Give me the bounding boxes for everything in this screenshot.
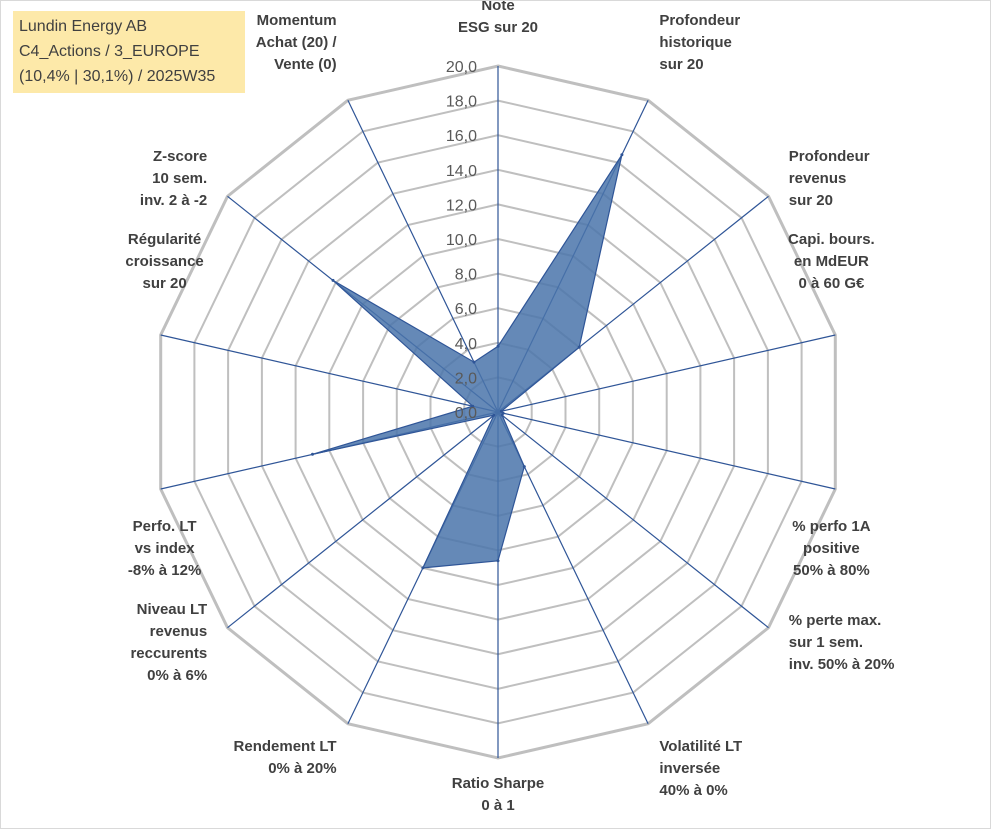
axis-label-11-line-2: sur 20 (142, 275, 186, 292)
tick-label-3: 6,0 (455, 301, 477, 318)
axis-label-6-line-1: inversée (659, 760, 720, 777)
axis-label-11-line-0: Régularité (128, 231, 201, 248)
axis-label-13: Momentum Achat (20) / Vente (0) (256, 12, 338, 73)
axis-label-4-line-2: 50% à 80% (793, 562, 870, 579)
data-point-0 (496, 344, 500, 348)
axis-label-10: Perfo. LT vs index -8% à 12% (128, 518, 201, 579)
data-point-5 (500, 413, 504, 417)
axis-label-7-line-1: 0 à 1 (481, 797, 514, 814)
tick-label-6: 12,0 (446, 197, 477, 214)
axis-label-7-line-0: Ratio Sharpe (452, 775, 545, 792)
axis-label-5-line-0: % perte max. (789, 612, 882, 629)
axis-label-6: Volatilité LT inversée 40% à 0% (659, 738, 742, 799)
axis-line-9 (227, 411, 499, 629)
data-point-7 (496, 559, 500, 563)
tick-label-4: 8,0 (455, 267, 477, 284)
period-label: (10,4% | 30,1%) / 2025W35 (19, 68, 216, 85)
axis-line-13 (347, 100, 499, 413)
tick-label-2: 4,0 (455, 336, 477, 353)
axis-label-13-line-0: Momentum (257, 12, 337, 29)
tick-label-10: 20,0 (446, 59, 477, 76)
axis-label-4-line-0: % perfo 1A (792, 518, 871, 535)
series-area-0 (312, 154, 623, 569)
axis-label-2: Profondeur revenus sur 20 (789, 148, 870, 209)
axis-label-1-line-2: sur 20 (659, 56, 703, 73)
axis-label-2-line-2: sur 20 (789, 192, 833, 209)
axis-line-4 (497, 411, 836, 490)
data-point-3 (499, 409, 503, 413)
axis-label-13-line-1: Achat (20) / (256, 34, 338, 51)
data-point-1 (620, 153, 624, 157)
category-label: C4_Actions / 3_EUROPE (19, 43, 200, 60)
data-point-2 (577, 345, 581, 349)
tick-label-0: 0,0 (455, 405, 477, 422)
tick-label-1: 2,0 (455, 370, 477, 387)
axis-label-3: Capi. bours. en MdEUR 0 à 60 G€ (788, 231, 875, 292)
axis-label-6-line-0: Volatilité LT (659, 738, 742, 755)
axis-label-9: Niveau LT revenus reccurents 0% à 6% (130, 601, 207, 684)
tick-label-5: 10,0 (446, 232, 477, 249)
axis-label-5: % perte max. sur 1 sem. inv. 50% à 20% (789, 612, 895, 673)
axis-label-12-line-2: inv. 2 à -2 (140, 192, 207, 209)
axis-label-5-line-1: sur 1 sem. (789, 634, 863, 651)
axis-label-8-line-1: 0% à 20% (268, 760, 336, 777)
data-point-11 (471, 404, 475, 408)
axis-label-9-line-2: reccurents (130, 645, 207, 662)
axis-label-8-line-0: Rendement LT (234, 738, 337, 755)
axis-label-5-line-2: inv. 50% à 20% (789, 656, 895, 673)
data-point-13 (472, 360, 476, 364)
axis-line-11 (160, 334, 499, 413)
axis-label-4-line-1: positive (803, 540, 860, 557)
axis-label-9-line-1: revenus (150, 623, 208, 640)
info-box: Lundin Energy AB C4_Actions / 3_EUROPE (… (13, 11, 245, 93)
data-point-12 (331, 278, 335, 282)
axis-line-5 (497, 411, 769, 629)
axis-label-10-line-2: -8% à 12% (128, 562, 201, 579)
axis-label-8: Rendement LT 0% à 20% (234, 738, 337, 777)
axis-label-12-line-1: 10 sem. (152, 170, 207, 187)
axis-label-9-line-3: 0% à 6% (147, 667, 207, 684)
axis-label-1: Profondeur historique sur 20 (659, 12, 740, 73)
axis-label-10-line-0: Perfo. LT (133, 518, 197, 535)
axis-label-12-line-0: Z-score (153, 148, 207, 165)
data-point-8 (421, 566, 425, 570)
axis-label-3-line-0: Capi. bours. (788, 231, 875, 248)
tick-label-8: 16,0 (446, 128, 477, 145)
tick-label-7: 14,0 (446, 163, 477, 180)
axis-label-11-line-1: croissance (125, 253, 203, 270)
axis-label-10-line-1: vs index (135, 540, 196, 557)
axis-label-3-line-2: 0 à 60 G€ (798, 275, 865, 292)
axis-label-3-line-1: en MdEUR (794, 253, 869, 270)
series-layer (311, 153, 624, 570)
axis-label-9-line-0: Niveau LT (137, 601, 208, 618)
data-point-6 (522, 465, 526, 469)
tick-label-9: 18,0 (446, 94, 477, 111)
axis-line-3 (497, 334, 836, 413)
axis-label-0-line-0: Note (481, 1, 514, 14)
axis-label-13-line-2: Vente (0) (274, 56, 337, 73)
axis-label-2-line-1: revenus (789, 170, 847, 187)
axis-label-0: Note ESG sur 20 (458, 1, 538, 36)
axis-label-6-line-2: 40% à 0% (659, 782, 727, 799)
axis-label-1-line-1: historique (659, 34, 732, 51)
data-point-9 (492, 413, 496, 417)
data-point-10 (311, 452, 314, 456)
axis-label-0-line-1: ESG sur 20 (458, 19, 538, 36)
tick-labels: 0,0 2,0 4,0 6,0 8,0 10,0 12,0 14,0 16,0 18,0 20,0 (446, 59, 477, 422)
axis-label-7: Ratio Sharpe 0 à 1 (452, 775, 545, 814)
axis-label-1-line-0: Profondeur (659, 12, 740, 29)
axis-label-11: Régularité croissance sur 20 (125, 231, 203, 292)
axis-labels: Note ESG sur 20 Profondeur historique sur 20… (125, 1, 894, 814)
axis-label-2-line-0: Profondeur (789, 148, 870, 165)
company-name: Lundin Energy AB (19, 18, 148, 35)
axis-label-4: % perfo 1A positive 50% à 80% (792, 518, 871, 579)
axis-label-12: Z-score 10 sem. inv. 2 à -2 (140, 148, 207, 209)
